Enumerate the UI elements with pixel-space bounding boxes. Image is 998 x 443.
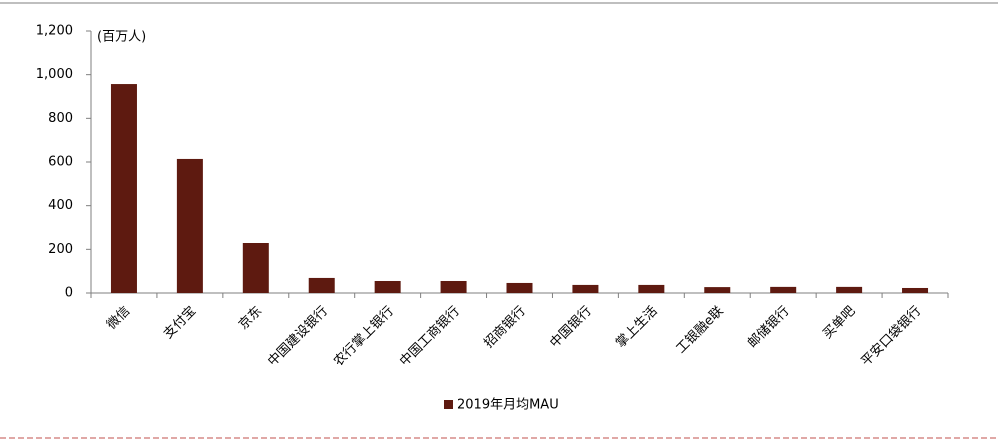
x-tick-label: 买单吧 <box>820 304 858 342</box>
y-tick-label: 600 <box>48 155 73 170</box>
unit-label: (百万人) <box>97 30 146 45</box>
x-tick-label: 京东 <box>236 304 265 333</box>
x-tick-label: 平安口袋银行 <box>859 304 925 370</box>
y-tick-label: 1,000 <box>36 67 73 82</box>
x-tick-label: 邮储银行 <box>745 304 792 351</box>
x-tick-label: 招商银行 <box>481 304 528 351</box>
x-tick-label: 微信 <box>104 304 133 333</box>
legend-label: 2019年月均MAU <box>457 398 559 413</box>
bar <box>176 158 203 293</box>
bar <box>242 243 269 293</box>
y-tick-label: 1,200 <box>36 24 73 39</box>
y-tick-label: 200 <box>48 242 73 257</box>
y-tick-label: 400 <box>48 198 73 213</box>
bar <box>374 280 401 293</box>
legend-swatch <box>444 400 453 409</box>
bar <box>836 286 863 293</box>
x-tick-label: 中国建设银行 <box>265 304 331 370</box>
bar <box>638 284 665 293</box>
x-tick-label: 掌上生活 <box>613 304 660 351</box>
bar <box>440 280 467 293</box>
bar <box>308 277 335 293</box>
y-tick-label: 0 <box>65 286 73 301</box>
y-tick-label: 800 <box>48 111 73 126</box>
bar <box>770 286 797 293</box>
bar <box>110 84 137 294</box>
bar <box>572 284 599 293</box>
bar <box>902 287 929 293</box>
bar <box>704 287 731 293</box>
x-tick-label: 中国工商银行 <box>397 304 463 370</box>
x-tick-label: 中国银行 <box>547 304 594 351</box>
x-tick-label: 支付宝 <box>161 304 199 342</box>
x-tick-label: 农行掌上银行 <box>331 304 397 370</box>
bar <box>506 282 533 293</box>
x-tick-label: 工银融e联 <box>674 304 727 357</box>
